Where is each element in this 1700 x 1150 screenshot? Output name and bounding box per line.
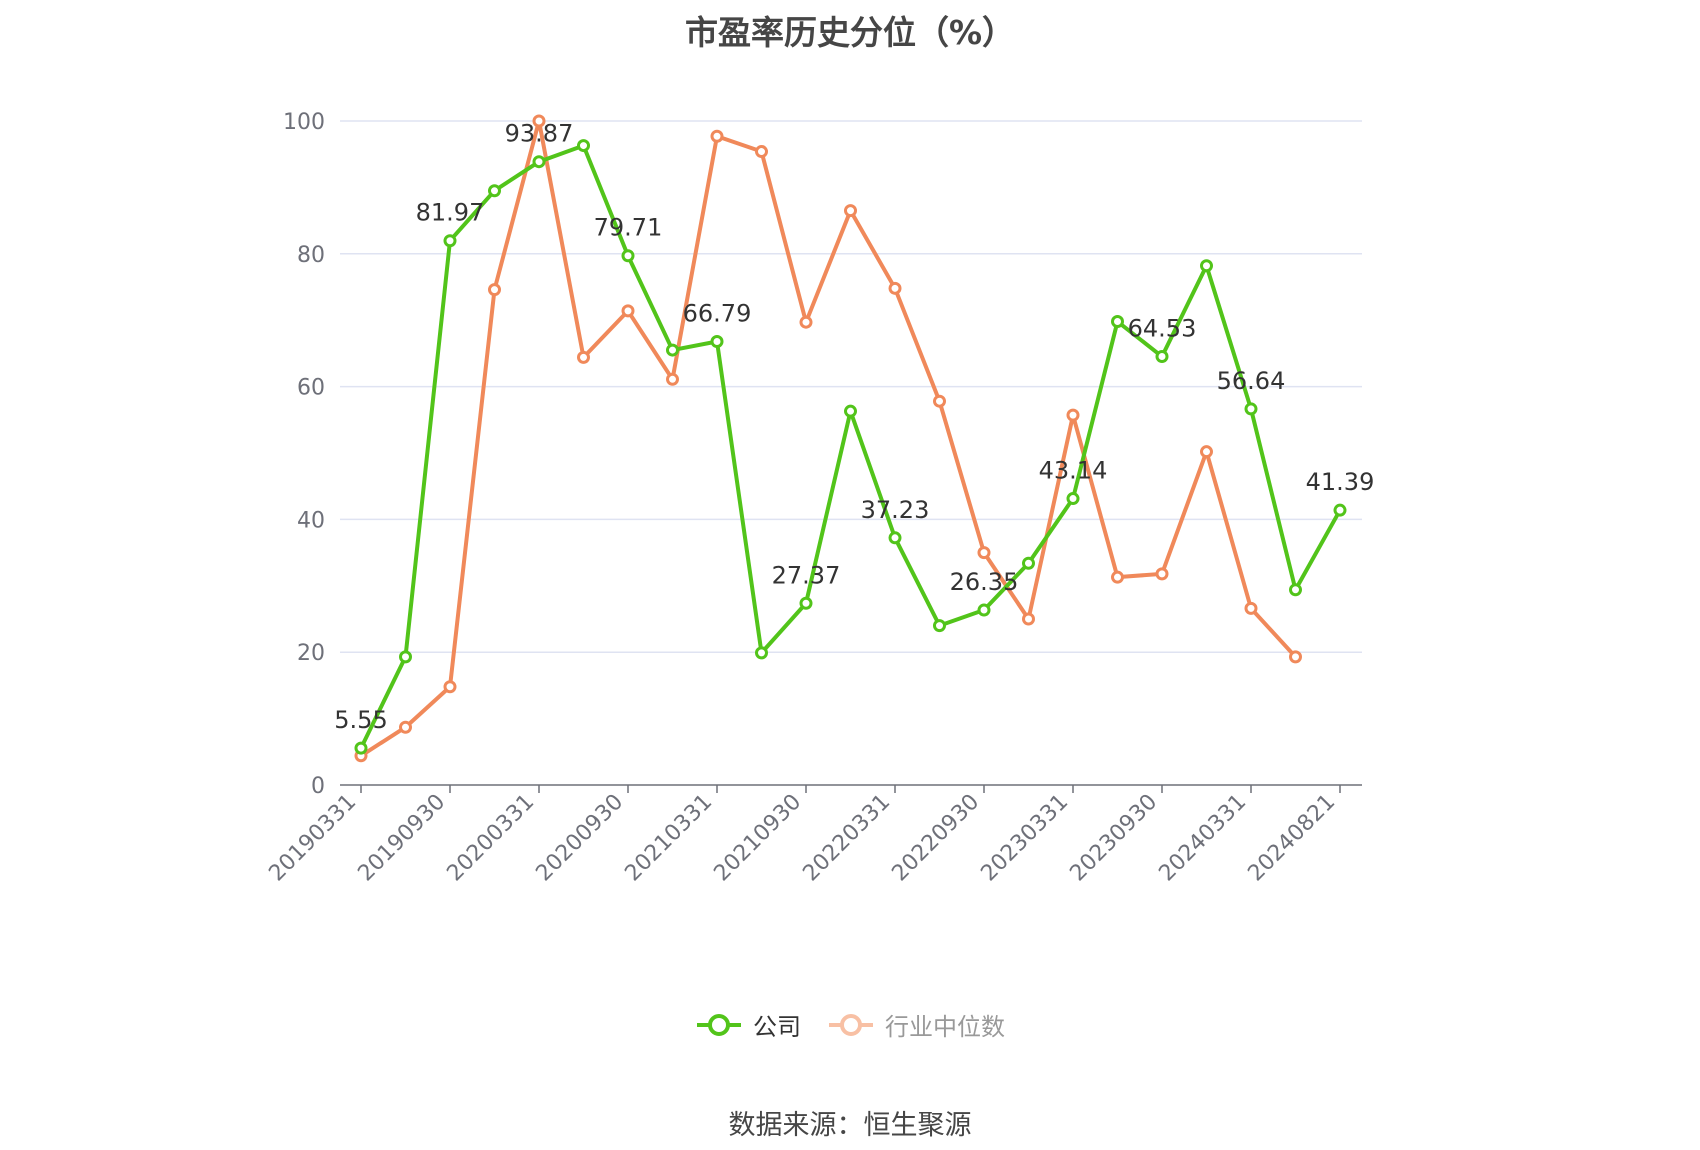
data-point[interactable]	[1244, 601, 1258, 615]
x-tick-label: 20220930	[887, 790, 984, 887]
data-point[interactable]	[1066, 492, 1080, 506]
data-point[interactable]	[666, 372, 679, 386]
x-tick-label: 20200331	[442, 790, 539, 887]
data-label: 79.71	[594, 214, 663, 242]
x-tick-label: 20190331	[264, 790, 361, 887]
data-point[interactable]	[755, 646, 768, 660]
data-point[interactable]	[799, 315, 813, 329]
y-tick-label: 0	[311, 774, 325, 799]
x-tick-label: 20220331	[798, 790, 895, 887]
data-label: 81.97	[416, 199, 485, 227]
data-point[interactable]	[443, 680, 457, 694]
data-point[interactable]	[399, 720, 412, 734]
data-point[interactable]	[933, 394, 946, 408]
x-tick-label: 20230331	[976, 790, 1073, 887]
data-label: 26.35	[950, 568, 1019, 596]
data-point[interactable]	[532, 114, 546, 128]
data-label: 66.79	[683, 300, 752, 328]
series-lines	[354, 114, 1347, 763]
data-point[interactable]	[799, 596, 813, 610]
data-point[interactable]	[488, 184, 501, 198]
data-point[interactable]	[1289, 650, 1302, 664]
y-tick-label: 20	[297, 641, 325, 666]
data-point[interactable]	[577, 139, 590, 153]
data-labels: 5.55 81.97 93.87 79.71 66.79 27.37 37.23 26.35 4…	[334, 120, 1374, 734]
data-point[interactable]	[1022, 612, 1035, 626]
data-label: 56.64	[1217, 367, 1286, 395]
data-point[interactable]	[1155, 567, 1169, 581]
data-point[interactable]	[1333, 503, 1347, 517]
legend: 公司 行业中位数	[0, 1007, 1700, 1042]
data-point[interactable]	[1244, 402, 1258, 416]
x-axis-labels: 2019033120190930202003312020093020210331…	[264, 790, 1340, 887]
y-tick-label: 80	[297, 243, 325, 268]
data-point[interactable]	[577, 350, 590, 364]
x-axis	[340, 784, 1362, 793]
data-point[interactable]	[1289, 583, 1302, 597]
x-tick-label: 20200930	[531, 790, 628, 887]
data-point[interactable]	[1111, 315, 1124, 329]
data-point[interactable]	[1111, 570, 1124, 584]
x-tick-label: 20230930	[1065, 790, 1162, 887]
data-label: 93.87	[505, 120, 574, 148]
x-tick-label: 20210331	[620, 790, 717, 887]
legend-company-marker-icon	[697, 1013, 741, 1036]
data-point[interactable]	[1155, 350, 1169, 364]
chart-title: 市盈率历史分位（%）	[684, 13, 1016, 52]
legend-company-label: 公司	[753, 1013, 801, 1041]
data-label: 37.23	[861, 496, 930, 524]
data-point[interactable]	[666, 343, 679, 357]
x-tick-label: 20240331	[1154, 790, 1251, 887]
y-tick-label: 60	[297, 376, 325, 401]
legend-item-industry[interactable]: 行业中位数	[827, 1007, 1005, 1042]
data-point[interactable]	[888, 281, 902, 295]
data-point[interactable]	[354, 741, 368, 755]
y-tick-label: 40	[297, 508, 325, 533]
data-point[interactable]	[844, 404, 857, 418]
legend-industry-label: 行业中位数	[885, 1013, 1005, 1041]
data-point[interactable]	[399, 650, 412, 664]
x-tick-label: 20240821	[1243, 790, 1340, 887]
data-point[interactable]	[844, 204, 857, 218]
x-tick-label: 20210930	[709, 790, 806, 887]
data-label: 41.39	[1306, 468, 1375, 496]
y-axis-labels: 0 20 40 60 80 100	[283, 110, 325, 799]
data-point[interactable]	[1200, 259, 1213, 273]
legend-industry-marker-icon	[829, 1013, 873, 1036]
data-label: 5.55	[334, 706, 387, 734]
data-label: 27.37	[772, 561, 841, 589]
data-point[interactable]	[488, 283, 501, 297]
data-point[interactable]	[710, 335, 724, 349]
data-point[interactable]	[977, 603, 991, 617]
data-point[interactable]	[933, 619, 946, 633]
data-point[interactable]	[755, 145, 768, 159]
data-point[interactable]	[1066, 408, 1080, 422]
data-point[interactable]	[977, 546, 991, 560]
data-point[interactable]	[443, 234, 457, 248]
data-point[interactable]	[1022, 556, 1035, 570]
legend-item-company[interactable]: 公司	[695, 1007, 801, 1042]
series-line-1	[359, 119, 1297, 758]
data-label: 43.14	[1039, 457, 1108, 485]
data-label: 64.53	[1128, 315, 1197, 343]
data-point[interactable]	[710, 129, 724, 143]
data-point[interactable]	[888, 531, 902, 545]
y-tick-label: 100	[283, 110, 325, 135]
data-point[interactable]	[532, 155, 546, 169]
x-tick-label: 20190930	[353, 790, 450, 887]
grid-lines	[340, 120, 1362, 653]
source-note: 数据来源：恒生聚源	[728, 1110, 972, 1141]
data-point[interactable]	[621, 304, 635, 318]
data-point[interactable]	[621, 249, 635, 263]
data-point[interactable]	[1200, 445, 1213, 459]
